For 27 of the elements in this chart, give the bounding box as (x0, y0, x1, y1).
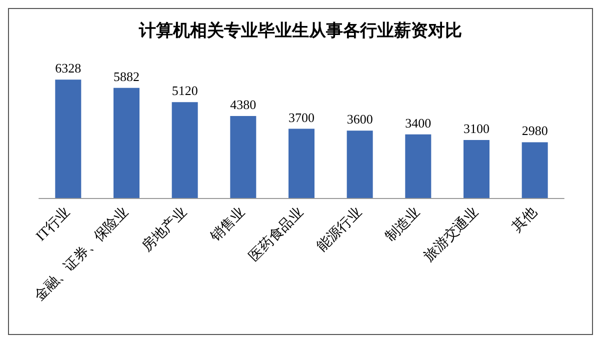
data-label: 3400 (405, 115, 432, 130)
bar (288, 128, 314, 198)
bar (464, 140, 490, 198)
data-label: 3600 (346, 112, 373, 127)
bar (172, 102, 198, 198)
data-label: 4380 (230, 97, 256, 112)
x-tick-label: 其他 (509, 204, 540, 236)
bar (55, 80, 82, 198)
bar (405, 134, 432, 198)
data-label: 3700 (288, 110, 314, 125)
data-label: 2980 (522, 123, 548, 138)
data-label: 6328 (55, 60, 82, 76)
x-tick-label: 医药食品业 (246, 204, 307, 265)
bar (230, 116, 256, 198)
chart-title: 计算机相关专业毕业生从事各行业薪资对比 (138, 21, 462, 40)
data-label: 5882 (114, 68, 140, 84)
data-label: 5120 (172, 83, 198, 98)
x-tick-label: 旅游交通业 (420, 204, 482, 265)
bar (114, 88, 140, 198)
x-tick-label: 销售业 (206, 204, 248, 246)
x-tick-label: 能源行业 (314, 204, 366, 255)
x-tick-label: 房地产业 (139, 204, 190, 255)
x-tick-label: 制造业 (382, 204, 424, 245)
bar (346, 130, 373, 198)
bar (522, 142, 548, 198)
x-tick-label: IT行业 (33, 204, 74, 244)
data-label: 3100 (464, 120, 490, 136)
